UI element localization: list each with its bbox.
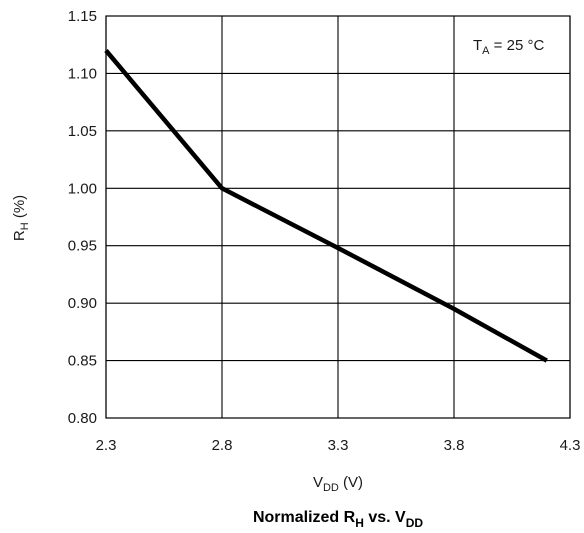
plot-frame	[105, 15, 571, 419]
data-point	[452, 307, 456, 311]
x-tick-label: 3.8	[444, 437, 465, 454]
data-point	[336, 246, 340, 250]
x-tick-labels: 2.3 2.8 3.3 3.8 4.3	[96, 437, 581, 454]
data-point	[104, 48, 108, 52]
x-tick-label: 3.3	[328, 437, 349, 454]
data-points	[104, 48, 549, 362]
data-point	[545, 359, 549, 363]
y-tick-labels: 0.80 0.85 0.90 0.95 1.00 1.05 1.10 1.15	[68, 8, 97, 427]
y-tick-label: 1.15	[68, 8, 97, 25]
y-tick-label: 0.90	[68, 295, 97, 312]
x-tick-label: 4.3	[560, 437, 581, 454]
y-tick-label: 0.95	[68, 238, 97, 255]
x-axis-label: VDD (V)	[313, 474, 363, 494]
y-tick-label: 0.85	[68, 353, 97, 370]
temperature-annotation: TA = 25 °C	[473, 37, 544, 57]
y-tick-label: 0.80	[68, 410, 97, 427]
grid	[105, 15, 571, 419]
y-tick-label: 1.10	[68, 65, 97, 82]
series-line	[104, 49, 548, 363]
y-axis-label: RH (%)	[11, 195, 31, 241]
chart-title: Normalized RH vs. VDD	[253, 509, 423, 530]
x-tick-label: 2.8	[212, 437, 233, 454]
data-point	[220, 186, 224, 190]
y-tick-label: 1.00	[68, 180, 97, 197]
x-tick-label: 2.3	[96, 437, 117, 454]
y-tick-label: 1.05	[68, 123, 97, 140]
